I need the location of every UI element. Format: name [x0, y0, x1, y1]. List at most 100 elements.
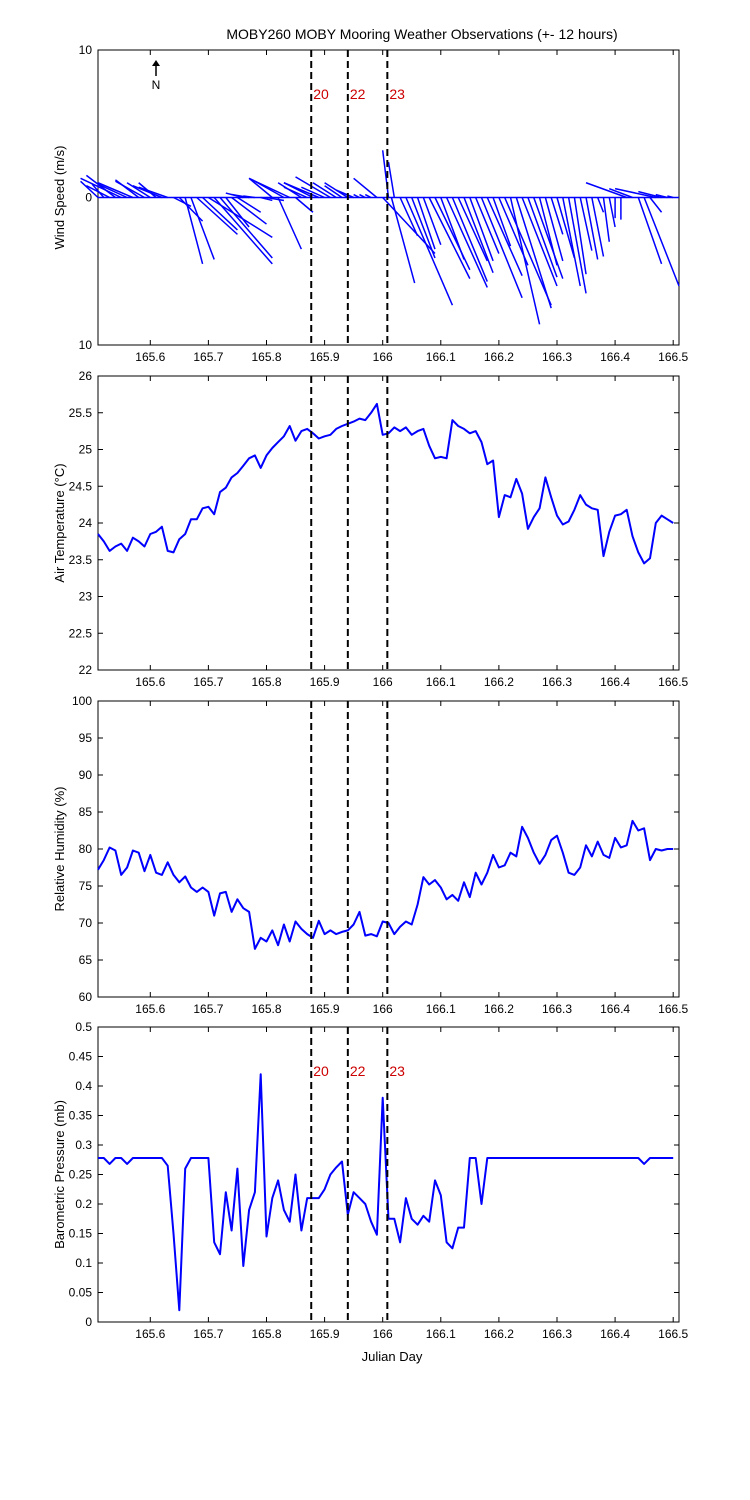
y-tick-label: 95: [79, 731, 93, 745]
y-tick-label: 60: [79, 990, 93, 1004]
y-tick-label: 23.5: [69, 553, 93, 567]
wind-vector: [486, 197, 523, 276]
wind-vector: [80, 177, 122, 199]
x-tick-label: 165.6: [135, 1002, 165, 1016]
y-tick-label: 0.05: [69, 1286, 93, 1300]
y-tick-label: 22.5: [69, 626, 93, 640]
wind-vector: [184, 197, 204, 265]
north-arrow-head-icon: [152, 60, 160, 66]
wind-vector: [457, 197, 488, 262]
y-tick-label: 25: [79, 443, 93, 457]
wind-vector: [509, 197, 541, 325]
north-label: N: [152, 78, 161, 92]
x-tick-label: 166.5: [658, 350, 688, 364]
event-marker-label: 22: [350, 1063, 366, 1079]
x-tick-label: 166.1: [426, 1002, 456, 1016]
y-axis-title: Wind Speed (m/s): [52, 145, 67, 249]
wind-vector: [556, 197, 576, 259]
x-tick-label: 166.4: [600, 1002, 630, 1016]
y-tick-label: 90: [79, 768, 93, 782]
wind-vector: [463, 197, 494, 273]
wind-vector: [596, 197, 605, 213]
wind-vector: [638, 190, 662, 199]
wind-vector: [428, 197, 471, 279]
y-tick-label: 0: [85, 1315, 92, 1329]
x-tick-label: 165.8: [251, 1327, 281, 1341]
y-tick-label: 75: [79, 879, 93, 893]
x-tick-label: 165.7: [193, 350, 223, 364]
wind-vector: [492, 197, 512, 247]
y-tick-label: 0.35: [69, 1109, 93, 1123]
x-tick-label: 166.1: [426, 350, 456, 364]
event-marker-label: 22: [350, 86, 366, 102]
wind-vector: [301, 186, 325, 199]
y-tick-label: 23: [79, 590, 93, 604]
x-tick-label: 166.2: [484, 350, 514, 364]
relative-humidity-panel: 165.6 165.7 165.8 165.9 166 166.1 166.2 166.3 16…: [52, 694, 689, 1016]
wind-vector: [225, 197, 250, 228]
x-tick-label: 166.3: [542, 350, 572, 364]
wind-vector: [667, 195, 674, 199]
x-tick-label: 166.3: [542, 1002, 572, 1016]
wind-vector: [132, 185, 163, 199]
event-marker-label: 23: [389, 86, 405, 102]
wind-vector: [266, 196, 285, 202]
wind-vector: [219, 197, 273, 259]
pressure-series-line: [98, 1073, 674, 1312]
wind-vector: [248, 177, 273, 199]
y-tick-label: 25.5: [69, 406, 93, 420]
wind-vector: [248, 177, 291, 199]
x-tick-label: 166: [373, 350, 393, 364]
x-tick-label: 165.8: [251, 350, 281, 364]
x-tick-label: 165.8: [251, 675, 281, 689]
wind-vector: [335, 189, 354, 199]
wind-vector: [381, 150, 390, 198]
wind-vector: [126, 182, 151, 199]
y-axis-title: Relative Humidity (%): [52, 787, 67, 912]
wind-vector: [231, 196, 267, 225]
x-tick-label: 165.6: [135, 675, 165, 689]
wind-vector: [85, 174, 116, 199]
wind-vector: [474, 197, 500, 254]
wind-vector: [637, 197, 663, 265]
x-tick-label: 165.6: [135, 350, 165, 364]
x-tick-label: 166.5: [658, 1327, 688, 1341]
wind-vector: [115, 180, 145, 199]
y-tick-label: 100: [72, 694, 92, 708]
barometric-pressure-panel: 165.6 165.7 165.8 165.9 166 166.1 166.2 166.3 16…: [52, 1020, 689, 1341]
north-indicator: N: [152, 60, 161, 92]
wind-vector: [399, 197, 419, 237]
y-tick-label: 70: [79, 916, 93, 930]
x-tick-label: 165.8: [251, 1002, 281, 1016]
wind-vector: [312, 182, 337, 199]
x-tick-label: 165.9: [310, 1002, 340, 1016]
y-tick-label: 80: [79, 842, 93, 856]
y-tick-label: 24: [79, 516, 93, 530]
y-tick-label: 0.2: [75, 1197, 92, 1211]
wind-vector: [562, 197, 581, 287]
wind-vector: [579, 197, 593, 251]
y-tick-label: 85: [79, 805, 93, 819]
x-tick-label: 166: [373, 675, 393, 689]
air-temperature-panel: 165.6 165.7 165.8 165.9 166 166.1 166.2 166.3 16…: [52, 369, 689, 689]
wind-vector: [527, 197, 558, 278]
y-tick-label: 22: [79, 663, 93, 677]
y-tick-label: 0: [85, 191, 92, 205]
wind-vector: [585, 197, 599, 260]
x-tick-label: 166.5: [658, 1002, 688, 1016]
x-tick-label: 166: [373, 1002, 393, 1016]
wind-vector: [422, 197, 442, 245]
wind-vector: [655, 193, 668, 199]
x-axis-title: Julian Day: [362, 1349, 423, 1364]
y-tick-label: 0.45: [69, 1050, 93, 1064]
wind-vector: [591, 197, 605, 257]
wind-vector: [243, 195, 255, 199]
wind-vector: [359, 193, 366, 199]
wind-vector: [643, 197, 680, 287]
wind-vector: [480, 197, 523, 299]
wind-vector: [550, 197, 564, 235]
wind-vector: [405, 197, 454, 306]
wind-vector: [196, 196, 238, 235]
figure-title: MOBY260 MOBY Mooring Weather Observation…: [226, 26, 617, 42]
wind-vector: [213, 197, 273, 265]
